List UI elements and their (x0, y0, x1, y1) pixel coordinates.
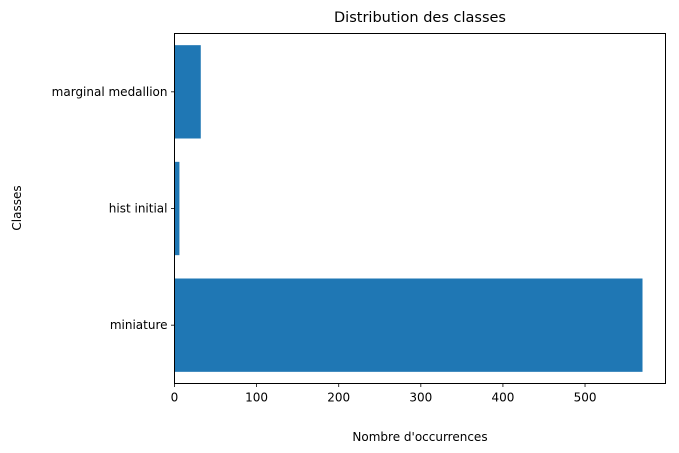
y-axis-ticks: miniature hist initial marginal medallion (52, 85, 175, 332)
bar-hist-initial (174, 161, 180, 256)
y-tick-label: miniature (110, 318, 168, 332)
chart-title: Distribution des classes (334, 10, 506, 26)
y-axis-label: Classes (10, 185, 24, 230)
x-tick-label: 0 (171, 391, 179, 405)
x-tick-label: 400 (491, 391, 514, 405)
y-tick-label: hist initial (109, 202, 168, 216)
plot-frame (174, 33, 666, 384)
bar-miniature (174, 278, 643, 372)
x-axis-ticks: 0 100 200 300 400 500 (171, 383, 597, 405)
x-tick-label: 200 (327, 391, 350, 405)
x-tick-label: 300 (409, 391, 432, 405)
y-tick-label: marginal medallion (52, 85, 168, 99)
x-axis-label: Nombre d'occurrences (352, 430, 487, 444)
bar-marginal-medallion (174, 45, 201, 139)
x-tick-label: 100 (245, 391, 268, 405)
bars-group (174, 45, 643, 372)
x-tick-label: 500 (574, 391, 597, 405)
